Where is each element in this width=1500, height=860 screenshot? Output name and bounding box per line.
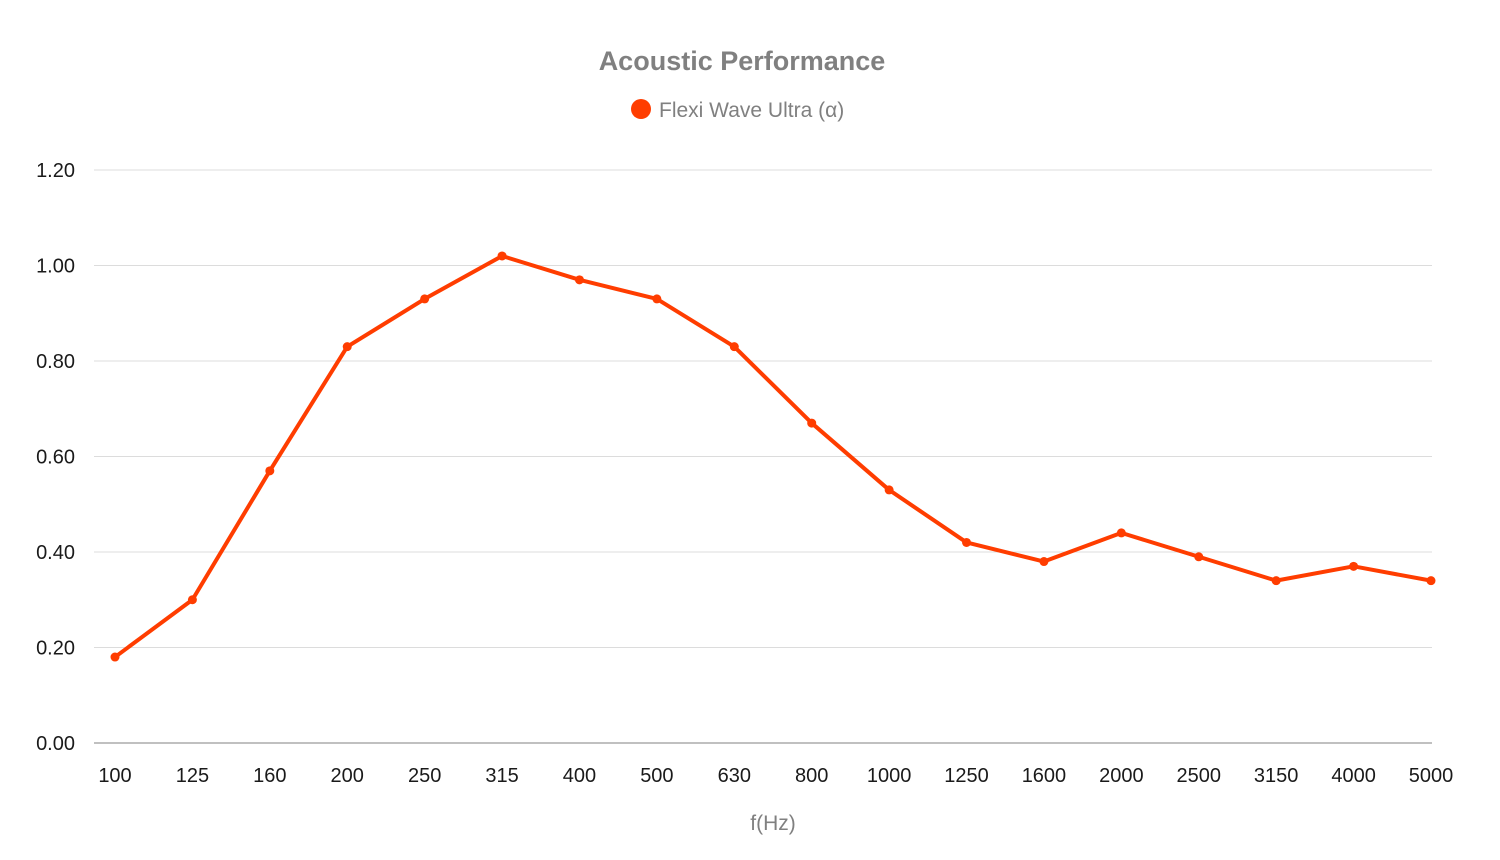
data-point[interactable] xyxy=(1116,528,1126,538)
data-point[interactable] xyxy=(1349,561,1359,571)
x-tick-label: 160 xyxy=(253,765,286,787)
legend-marker xyxy=(631,99,651,119)
data-point[interactable] xyxy=(884,485,894,495)
x-axis-ticks: 100 125 160 200 250 315 400 500 630 800 1000 1250 16… xyxy=(98,765,1453,787)
chart-title: Acoustic Performance xyxy=(599,46,886,76)
y-tick-label: 0.40 xyxy=(36,542,75,564)
data-point[interactable] xyxy=(962,537,972,547)
data-point[interactable] xyxy=(574,275,584,285)
data-point[interactable] xyxy=(342,342,352,352)
y-tick-label: 0.00 xyxy=(36,733,75,755)
x-axis-label: f(Hz) xyxy=(750,812,796,835)
data-point[interactable] xyxy=(420,294,430,304)
gridlines xyxy=(94,169,1432,744)
y-tick-label: 0.20 xyxy=(36,638,75,660)
y-axis-ticks: 0.00 0.20 0.40 0.60 0.80 1.00 1.20 xyxy=(36,160,75,755)
data-point[interactable] xyxy=(187,595,197,605)
x-tick-label: 4000 xyxy=(1331,765,1376,787)
y-tick-label: 0.80 xyxy=(36,351,75,373)
y-tick-label: 1.00 xyxy=(36,256,75,278)
x-tick-label: 315 xyxy=(485,765,518,787)
y-tick-label: 1.20 xyxy=(36,160,75,182)
series-layer xyxy=(110,251,1436,662)
data-point[interactable] xyxy=(652,294,662,304)
data-point[interactable] xyxy=(497,251,507,261)
data-point[interactable] xyxy=(1426,576,1436,586)
x-tick-label: 250 xyxy=(408,765,441,787)
y-tick-label: 0.60 xyxy=(36,447,75,469)
x-tick-label: 1250 xyxy=(944,765,989,787)
series-line xyxy=(113,253,1433,660)
x-tick-label: 800 xyxy=(795,765,828,787)
data-point[interactable] xyxy=(265,466,275,476)
data-point[interactable] xyxy=(1039,557,1049,567)
x-tick-label: 200 xyxy=(331,765,364,787)
data-point[interactable] xyxy=(1271,576,1281,586)
data-point[interactable] xyxy=(729,342,739,352)
x-tick-label: 630 xyxy=(718,765,751,787)
x-tick-label: 2000 xyxy=(1099,765,1144,787)
legend-label: Flexi Wave Ultra (α) xyxy=(659,99,844,122)
x-tick-label: 1000 xyxy=(867,765,912,787)
x-tick-label: 2500 xyxy=(1177,765,1222,787)
legend[interactable]: Flexi Wave Ultra (α) xyxy=(631,99,844,122)
data-point[interactable] xyxy=(1194,552,1204,562)
data-point[interactable] xyxy=(110,652,120,662)
x-tick-label: 400 xyxy=(563,765,596,787)
x-tick-label: 500 xyxy=(640,765,673,787)
x-tick-label: 1600 xyxy=(1022,765,1067,787)
data-point[interactable] xyxy=(807,418,817,428)
x-tick-label: 3150 xyxy=(1254,765,1299,787)
x-tick-label: 100 xyxy=(98,765,131,787)
x-tick-label: 125 xyxy=(176,765,209,787)
x-tick-label: 5000 xyxy=(1409,765,1454,787)
